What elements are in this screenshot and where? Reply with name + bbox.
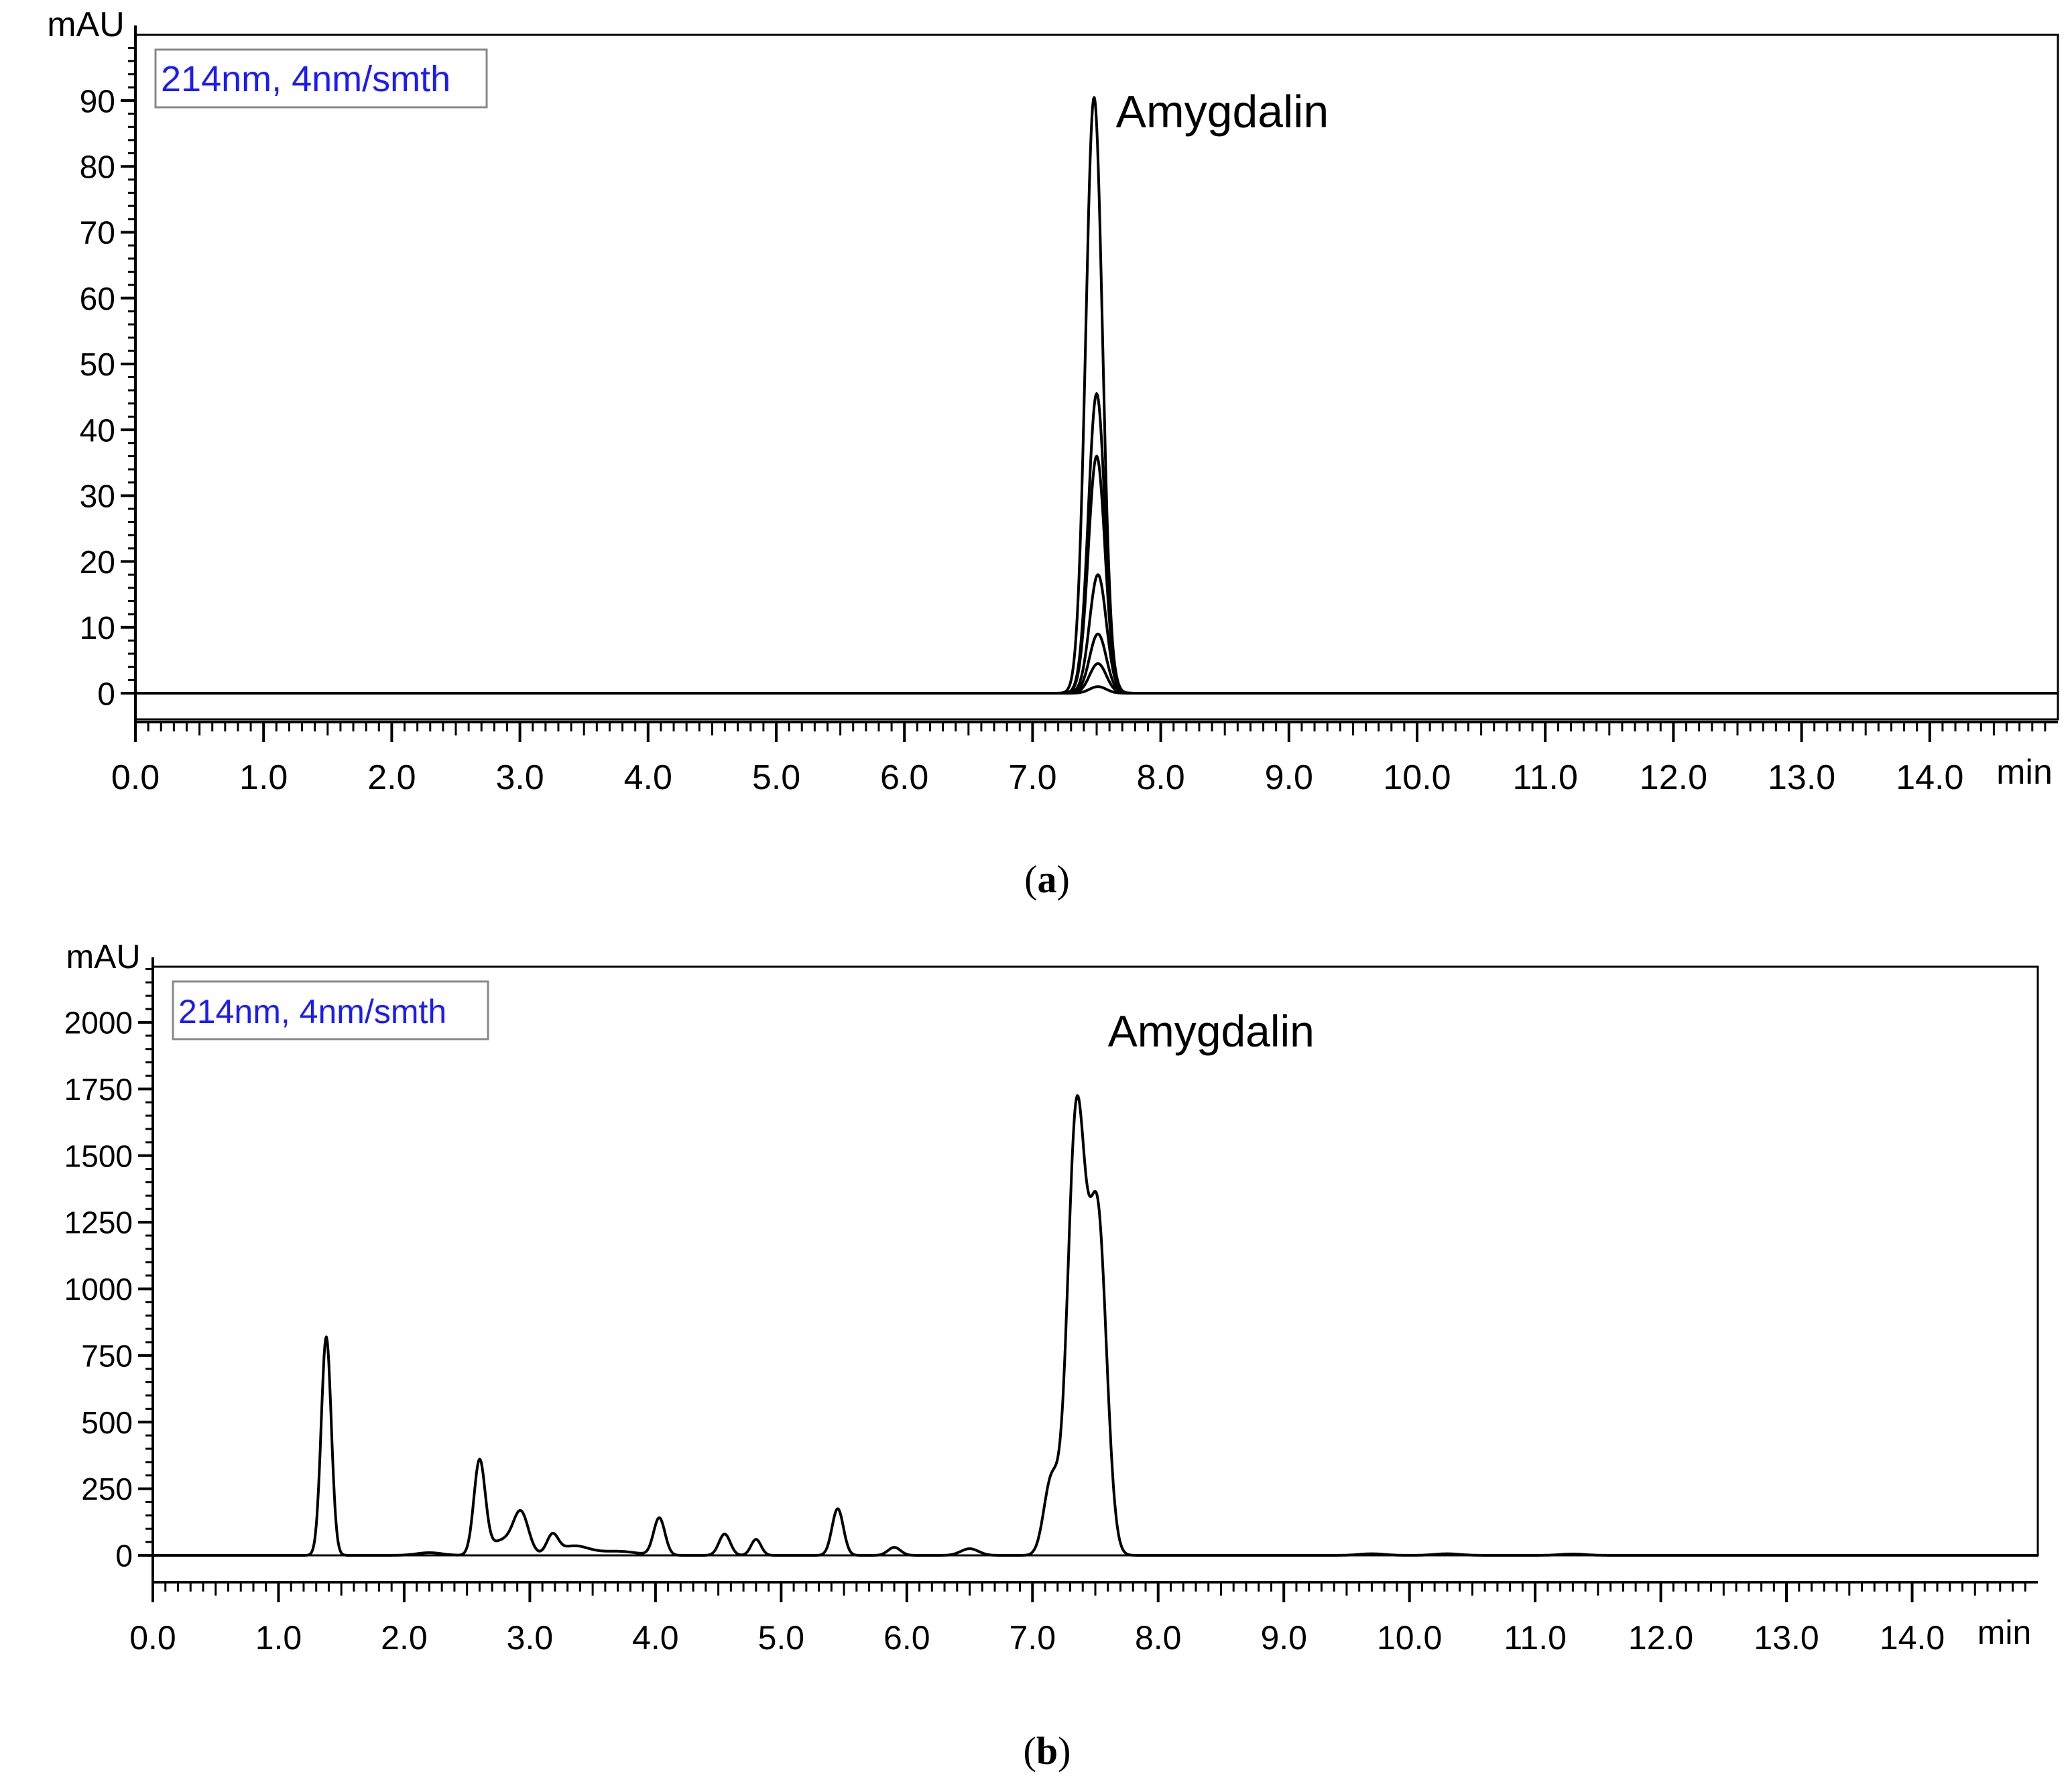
series-trace-7 [135,685,2059,695]
peak-annotation-amygdalin: Amygdalin [1116,86,1329,137]
y-tick-label: 1250 [64,1205,133,1240]
wavelength-text: 214nm, 4nm/smth [161,59,450,99]
y-tick-label: 20 [80,545,115,581]
x-tick-label: 1.0 [239,758,288,797]
x-tick-label: 11.0 [1513,758,1578,797]
x-tick-label: 0.0 [111,758,160,797]
series-trace-1 [152,1094,2038,1557]
x-tick-label: 2.0 [381,1619,428,1657]
series-trace-6 [135,662,2059,695]
y-tick-label: 70 [80,216,115,251]
x-unit-label: min [1977,1614,2032,1651]
chromatogram-panel-b: 0 250 500 750 1000 1250 1500 1750 2000 mAU 0.0 1.0 2… [64,938,2039,1657]
panel-label-a: a [1037,857,1057,901]
y-tick-label: 750 [81,1338,133,1373]
x-tick-label: 13.0 [1754,1619,1819,1657]
y-tick-label: 60 [80,282,115,317]
y-tick-label: 30 [80,479,115,515]
plot-frame [151,965,2039,1557]
x-tick-label: 8.0 [1136,758,1184,797]
y-tick-label: 1750 [64,1072,133,1107]
x-tick-label: 3.0 [495,758,544,797]
x-tick-label: 6.0 [883,1619,930,1657]
panel-caption-a: (a) [1024,857,1070,901]
x-tick-label: 10.0 [1377,1619,1442,1657]
y-tick-label: 500 [81,1405,133,1440]
y-tick-label: 50 [80,347,115,383]
x-tick-label: 9.0 [1260,1619,1307,1657]
x-tick-label: 2.0 [367,758,416,797]
x-tick-label: 9.0 [1265,758,1313,797]
x-tick-label: 10.0 [1383,758,1451,797]
panel-label-b: b [1036,1729,1058,1773]
y-tick-label: 1500 [64,1138,133,1173]
x-tick-label: 5.0 [758,1619,805,1657]
x-tick-label: 13.0 [1768,758,1835,797]
y-unit-label: mAU [47,5,125,44]
y-tick-label: 90 [80,84,115,119]
x-tick-label: 0.0 [129,1619,176,1657]
x-tick-label: 12.0 [1628,1619,1693,1657]
x-tick-label: 14.0 [1880,1619,1945,1657]
y-tick-label: 1000 [64,1272,133,1307]
y-tick-label: 0 [97,676,115,712]
x-tick-label: 4.0 [632,1619,679,1657]
peak-annotation-amygdalin: Amygdalin [1108,1006,1315,1056]
series-trace-2 [135,392,2059,695]
wavelength-box [172,980,489,1040]
chromatogram-panel-a: 0 10 20 30 40 50 60 70 80 90 mAU 0.0 1.0 2.0 3.0 4.0 5.0… [47,5,2059,797]
x-tick-label: 11.0 [1504,1619,1567,1657]
x-tick-label: 14.0 [1896,758,1963,797]
x-tick-label: 3.0 [507,1619,554,1657]
wavelength-box [154,48,488,109]
x-tick-label: 5.0 [752,758,800,797]
x-tick-label: 1.0 [255,1619,302,1657]
x-tick-label: 7.0 [1010,1619,1056,1657]
y-tick-label: 40 [80,413,115,449]
x-tick-label: 4.0 [624,758,672,797]
x-tick-label: 6.0 [880,758,928,797]
y-unit-label: mAU [66,938,140,975]
y-tick-label: 0 [115,1539,133,1573]
x-tick-label: 7.0 [1008,758,1056,797]
y-tick-label: 2000 [64,1006,133,1040]
x-tick-label: 8.0 [1135,1619,1182,1657]
x-tick-label: 12.0 [1640,758,1707,797]
y-tick-label: 80 [80,150,115,186]
x-unit-label: min [1996,753,2053,792]
y-tick-label: 250 [81,1472,133,1506]
wavelength-text: 214nm, 4nm/smth [178,993,446,1030]
panel-caption-b: (b) [1023,1729,1071,1773]
y-tick-label: 10 [80,611,115,646]
